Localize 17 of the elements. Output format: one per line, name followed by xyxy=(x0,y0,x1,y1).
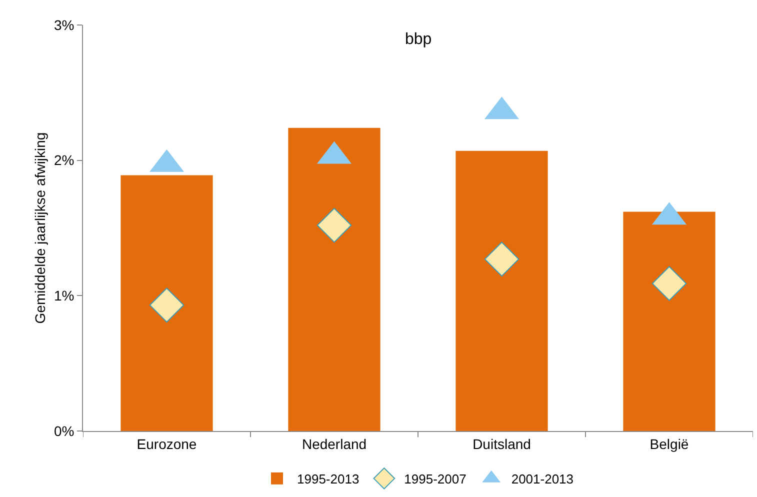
legend-label: 2001-2013 xyxy=(511,472,574,486)
y-tick-label: 3% xyxy=(54,16,74,33)
legend-label: 1995-2013 xyxy=(297,472,360,486)
x-tick-label: Duitsland xyxy=(472,436,531,452)
y-tick-label: 0% xyxy=(54,422,74,439)
chart-title: bbp xyxy=(405,31,432,48)
x-tick-label: België xyxy=(650,436,689,452)
bar xyxy=(120,175,213,431)
y-tick-label: 2% xyxy=(54,152,74,168)
x-tick-label: Nederland xyxy=(302,436,367,452)
bar xyxy=(623,212,716,431)
x-tick-label: Eurozone xyxy=(136,436,197,452)
bar xyxy=(456,150,548,431)
legend-label: 1995-2007 xyxy=(404,472,466,486)
y-tick-label: 1% xyxy=(54,288,74,304)
y-axis-title: Gemiddelde jaarlijkse afwijking xyxy=(32,132,48,324)
bar xyxy=(288,128,380,431)
